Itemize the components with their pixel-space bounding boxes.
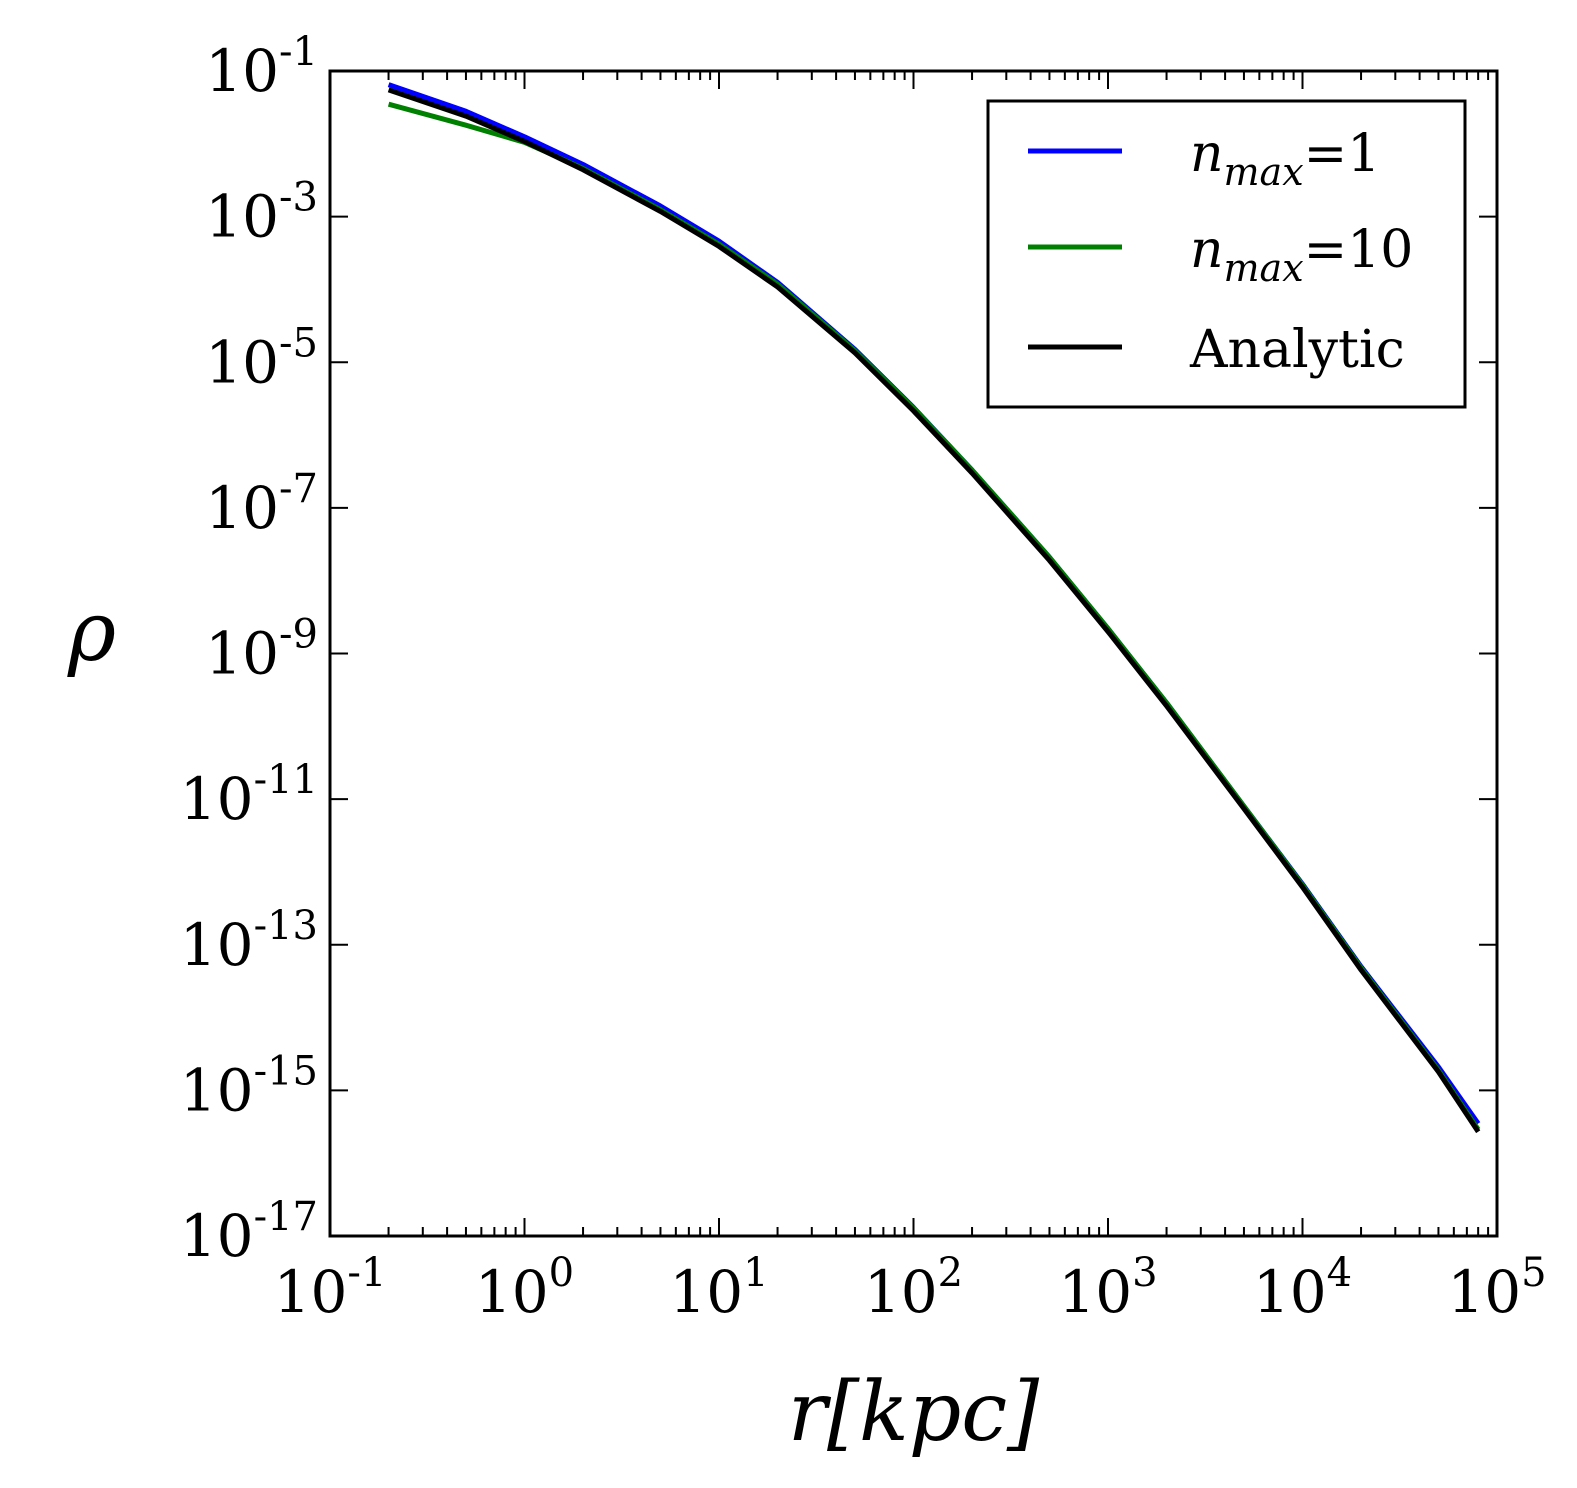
legend-label-2: Analytic [1189,320,1405,380]
y-axis-label: ρ [67,585,116,680]
x-axis-label: r[kpc] [788,1365,1040,1460]
